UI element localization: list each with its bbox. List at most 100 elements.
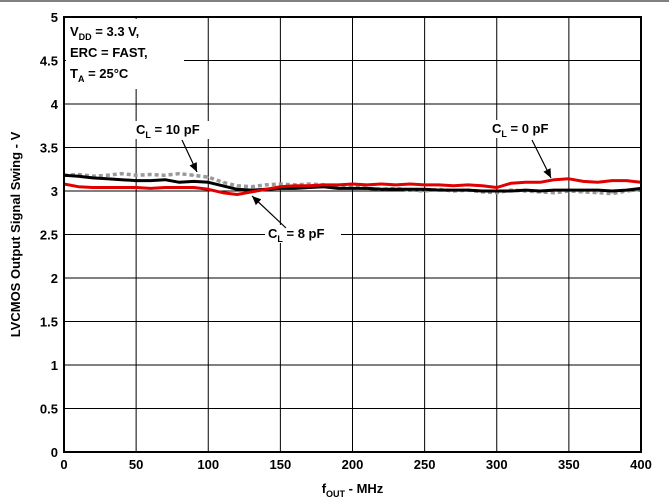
- y-tick-label: 3: [51, 184, 58, 199]
- condition-line-0: VDD = 3.3 V,: [70, 24, 139, 42]
- series-point-1: [597, 192, 599, 194]
- series-point-0: [626, 189, 628, 191]
- series-point-0: [178, 181, 180, 183]
- y-tick-label: 3.5: [40, 141, 58, 156]
- series-point-1: [121, 173, 123, 175]
- series-point-2: [308, 185, 310, 187]
- condition-line-2-rest: = 25°C: [84, 66, 128, 81]
- series-point-1: [611, 193, 613, 195]
- label-cl-0pf-main: C: [492, 121, 502, 136]
- series-point-2: [568, 178, 570, 180]
- series-point-1: [553, 192, 556, 194]
- series-point-2: [539, 181, 541, 183]
- series-point-2: [395, 184, 397, 186]
- label-cl-10pf-sub: L: [145, 130, 151, 140]
- series-point-0: [207, 181, 209, 183]
- series-point-0: [150, 180, 152, 182]
- series-point-0: [395, 188, 397, 190]
- series-point-2: [279, 186, 281, 188]
- series-point-0: [553, 189, 556, 191]
- series-point-0: [380, 188, 382, 190]
- series-point-0: [496, 190, 498, 192]
- series-point-2: [265, 188, 267, 190]
- plot-frame: [63, 16, 642, 453]
- series-point-2: [438, 184, 440, 186]
- series-point-2: [106, 186, 108, 189]
- series-point-2: [510, 182, 512, 184]
- condition-line-2: TA = 25°C: [70, 66, 129, 84]
- series-point-0: [611, 190, 613, 192]
- condition-line-2-main: T: [70, 66, 78, 81]
- label-cl-0pf-sub: L: [501, 129, 507, 139]
- series-point-2: [626, 180, 628, 182]
- series-point-1: [279, 183, 281, 185]
- label-cl-8pf: CL = 8 pF: [268, 226, 324, 244]
- arrow-8pf-head: [252, 196, 262, 206]
- series-point-2: [597, 181, 599, 183]
- series-point-1: [222, 181, 224, 183]
- series-point-0: [510, 190, 512, 192]
- x-tick-label: 300: [486, 457, 508, 472]
- y-axis-title: LVCMOS Output Signal Swing - V: [8, 131, 23, 337]
- y-tick-label: 4.5: [40, 54, 58, 69]
- series-point-0: [424, 188, 426, 190]
- y-tick-label: 4: [51, 97, 59, 112]
- series-point-2: [611, 180, 613, 182]
- x-tick-label: 0: [60, 457, 67, 472]
- axis-titles: fOUT - MHz LVCMOS Output Signal Swing - V: [8, 131, 384, 499]
- tick-labels: 0 50 100 150 200 250 300 350 400 0 0.5 1 1.5 2 2.5 3 3.5…: [40, 10, 652, 472]
- series-point-1: [207, 176, 209, 178]
- annotations: VDD = 3.3 V,ERC = FAST,TA = 25°CCL = 10 …: [66, 19, 568, 244]
- x-axis-title-sub: OUT: [326, 489, 346, 499]
- y-tick-label: 1.5: [40, 315, 58, 330]
- series-point-1: [164, 174, 166, 176]
- series-point-2: [222, 192, 224, 194]
- series-point-0: [236, 188, 238, 190]
- series-point-0: [467, 189, 469, 191]
- series-point-2: [553, 179, 556, 181]
- label-cl-10pf-rest: = 10 pF: [151, 122, 200, 137]
- condition-line-2-sub: A: [78, 74, 85, 84]
- series-point-0: [106, 178, 108, 180]
- label-bg-0pf: [490, 120, 568, 138]
- label-cl-0pf-rest: = 0 pF: [507, 121, 549, 136]
- series-point-2: [178, 186, 180, 189]
- x-tick-label: 100: [197, 457, 219, 472]
- series-point-2: [164, 186, 166, 189]
- series-point-2: [236, 193, 238, 196]
- series-point-2: [582, 180, 584, 182]
- series-point-0: [597, 189, 599, 191]
- series-point-1: [265, 184, 267, 186]
- arrow-10pf-head: [189, 162, 197, 172]
- x-tick-label: 400: [630, 457, 652, 472]
- conditions-box: [66, 19, 184, 89]
- arrow-0pf-head: [543, 168, 551, 178]
- x-tick-label: 200: [342, 457, 364, 472]
- series-point-2: [380, 183, 382, 185]
- y-tick-label: 1: [51, 358, 58, 373]
- label-cl-10pf: CL = 10 pF: [136, 122, 200, 140]
- series-point-2: [135, 186, 137, 189]
- y-tick-label: 2: [51, 271, 58, 286]
- x-tick-label: 50: [129, 457, 143, 472]
- condition-line-0-sub: DD: [79, 32, 92, 42]
- series-point-2: [366, 184, 368, 186]
- series-point-0: [351, 187, 354, 189]
- series-point-2: [294, 185, 296, 187]
- series-point-0: [481, 190, 483, 192]
- series-point-1: [135, 174, 137, 176]
- series-point-0: [409, 188, 411, 190]
- series-point-0: [222, 185, 224, 187]
- series-point-0: [121, 179, 123, 181]
- series-point-0: [337, 187, 339, 189]
- x-axis-title: fOUT - MHz: [322, 481, 384, 499]
- series-point-1: [193, 174, 195, 176]
- x-tick-label: 150: [270, 457, 292, 472]
- series-point-2: [424, 184, 426, 186]
- series-point-2: [193, 186, 195, 189]
- series-point-1: [236, 185, 238, 187]
- x-tick-label: 250: [414, 457, 436, 472]
- condition-line-1: ERC = FAST,: [70, 45, 148, 60]
- series-point-2: [496, 186, 498, 189]
- series-point-2: [525, 181, 527, 183]
